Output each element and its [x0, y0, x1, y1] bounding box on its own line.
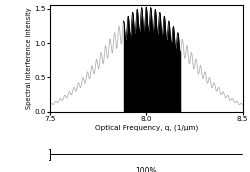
X-axis label: Optical Frequency, q, (1/μm): Optical Frequency, q, (1/μm) — [94, 125, 198, 131]
Text: 100%: 100% — [136, 167, 157, 172]
Text: 210: 210 — [137, 103, 152, 112]
Y-axis label: Spectral Interference Intensity: Spectral Interference Intensity — [26, 8, 32, 109]
Text: 25%: 25% — [155, 95, 172, 104]
